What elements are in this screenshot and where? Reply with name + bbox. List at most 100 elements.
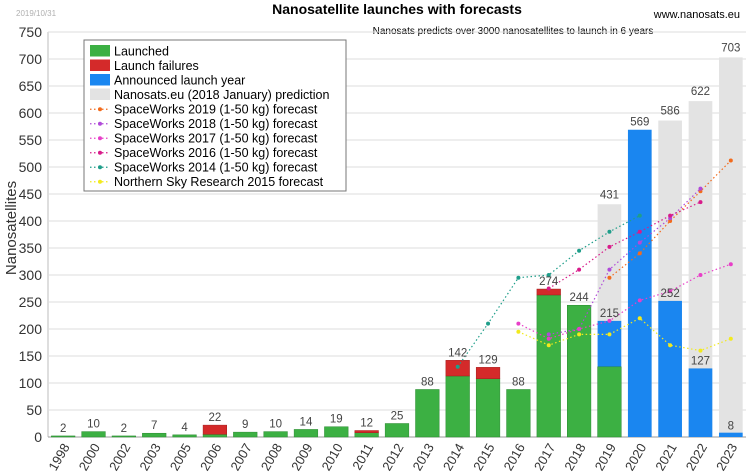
forecast-point [728, 158, 733, 163]
forecast-point [546, 286, 551, 291]
y-tick-label: 400 [19, 213, 43, 229]
legend-swatch [90, 88, 110, 100]
forecast-point [698, 200, 703, 205]
bar-launched [384, 423, 410, 438]
y-tick-label: 0 [34, 429, 42, 445]
data-label: 10 [269, 419, 282, 431]
x-tick-label: 2018 [561, 441, 588, 473]
data-label: 129 [478, 354, 497, 366]
legend-marker [98, 150, 102, 155]
legend-label: Launch failures [114, 59, 199, 73]
legend-label: SpaceWorks 2017 (1-50 kg) forecast [114, 132, 318, 146]
chart-title: Nanosatellite launches with forecasts [272, 1, 522, 17]
x-tick-label: 2017 [531, 441, 558, 473]
forecast-point [516, 275, 521, 280]
bar-announced [718, 432, 743, 437]
legend-marker [98, 165, 102, 170]
forecast-point [546, 332, 551, 337]
bar-launched [81, 431, 106, 438]
data-label: 4 [181, 422, 188, 434]
x-tick-label: 2021 [652, 441, 679, 473]
forecast-point [668, 343, 673, 348]
forecast-line [609, 160, 732, 279]
bar-failures [202, 424, 227, 435]
bar-launched [354, 432, 379, 438]
forecast-line [548, 188, 701, 335]
legend-label: Nanosats.eu (2018 January) prediction [114, 88, 329, 102]
bar-launched [263, 431, 288, 438]
data-label: 127 [691, 355, 710, 367]
forecast-point [516, 321, 521, 326]
forecast-point [637, 240, 642, 245]
forecast-point [607, 244, 612, 249]
bars [51, 57, 743, 438]
legend-label: SpaceWorks 2014 (1-50 kg) forecast [114, 161, 318, 175]
x-tick-label: 2005 [167, 441, 194, 473]
y-tick-label: 300 [19, 267, 43, 283]
bar-launched [51, 435, 76, 438]
data-label: 22 [209, 412, 222, 424]
bar-prediction [688, 101, 713, 438]
y-tick-label: 700 [19, 51, 43, 67]
forecast-point [455, 364, 460, 369]
forecast-point [577, 327, 582, 331]
data-label-prediction: 431 [600, 189, 619, 201]
legend-label: Announced launch year [114, 74, 245, 88]
legend-box [83, 39, 347, 192]
x-tick-label: 2009 [288, 441, 315, 473]
legend-marker [98, 107, 102, 112]
data-label: 2 [121, 423, 127, 435]
x-tick-label: 2011 [349, 441, 376, 473]
forecast-point [486, 321, 491, 326]
forecast-point [607, 318, 612, 323]
y-tick-label: 450 [19, 186, 43, 202]
legend-marker [98, 136, 102, 141]
bar-announced [688, 368, 713, 437]
legend-swatch [90, 59, 110, 71]
x-tick-label: 2008 [258, 441, 285, 473]
data-label: 12 [360, 418, 373, 430]
data-label: 244 [569, 292, 589, 304]
legend-swatch [90, 45, 110, 57]
bar-launched [172, 434, 197, 438]
forecast-point [577, 332, 582, 337]
bar-launched [445, 375, 470, 438]
data-label: 19 [330, 414, 343, 426]
bar-launched [324, 426, 349, 438]
forecast-point [607, 229, 612, 234]
bar-prediction [718, 57, 743, 437]
y-tick-label: 750 [19, 24, 43, 40]
forecast-point [728, 262, 733, 267]
x-tick-label: 2003 [136, 441, 163, 473]
x-tick-label: 2012 [379, 441, 406, 473]
y-axis-ticks: 0 50 100 150 200 250 300 350 400 450 500 550 600 650 7… [19, 24, 43, 445]
data-label-prediction: 622 [691, 86, 710, 98]
x-tick-label: 1998 [45, 441, 72, 473]
forecast-point [607, 332, 612, 337]
data-label: 569 [630, 117, 649, 129]
data-label: 274 [539, 276, 559, 288]
bar-launched [111, 435, 136, 438]
forecast-point [637, 316, 642, 321]
forecast-point [668, 213, 673, 218]
x-tick-label: 2023 [713, 441, 740, 473]
y-tick-label: 350 [19, 240, 43, 256]
legend-label: Launched [114, 45, 169, 59]
forecast-point [668, 289, 673, 294]
data-label: 10 [87, 419, 100, 431]
data-label: 14 [300, 416, 313, 428]
y-tick-label: 600 [19, 105, 43, 121]
data-label: 142 [448, 347, 467, 359]
forecast-point [607, 267, 612, 272]
bar-failures [475, 367, 501, 379]
x-axis-ticks: 1998 2000 2002 2003 2005 2006 2007 2008 2009 2010… [45, 441, 740, 473]
bar-launched [142, 432, 167, 438]
legend-label: SpaceWorks 2018 (1-50 kg) forecast [114, 117, 318, 131]
forecast-point [546, 343, 551, 348]
forecast-point [546, 336, 551, 341]
date-stamp: 2019/10/31 [16, 9, 57, 18]
x-tick-label: 2022 [683, 441, 710, 473]
bar-failures [354, 430, 379, 433]
